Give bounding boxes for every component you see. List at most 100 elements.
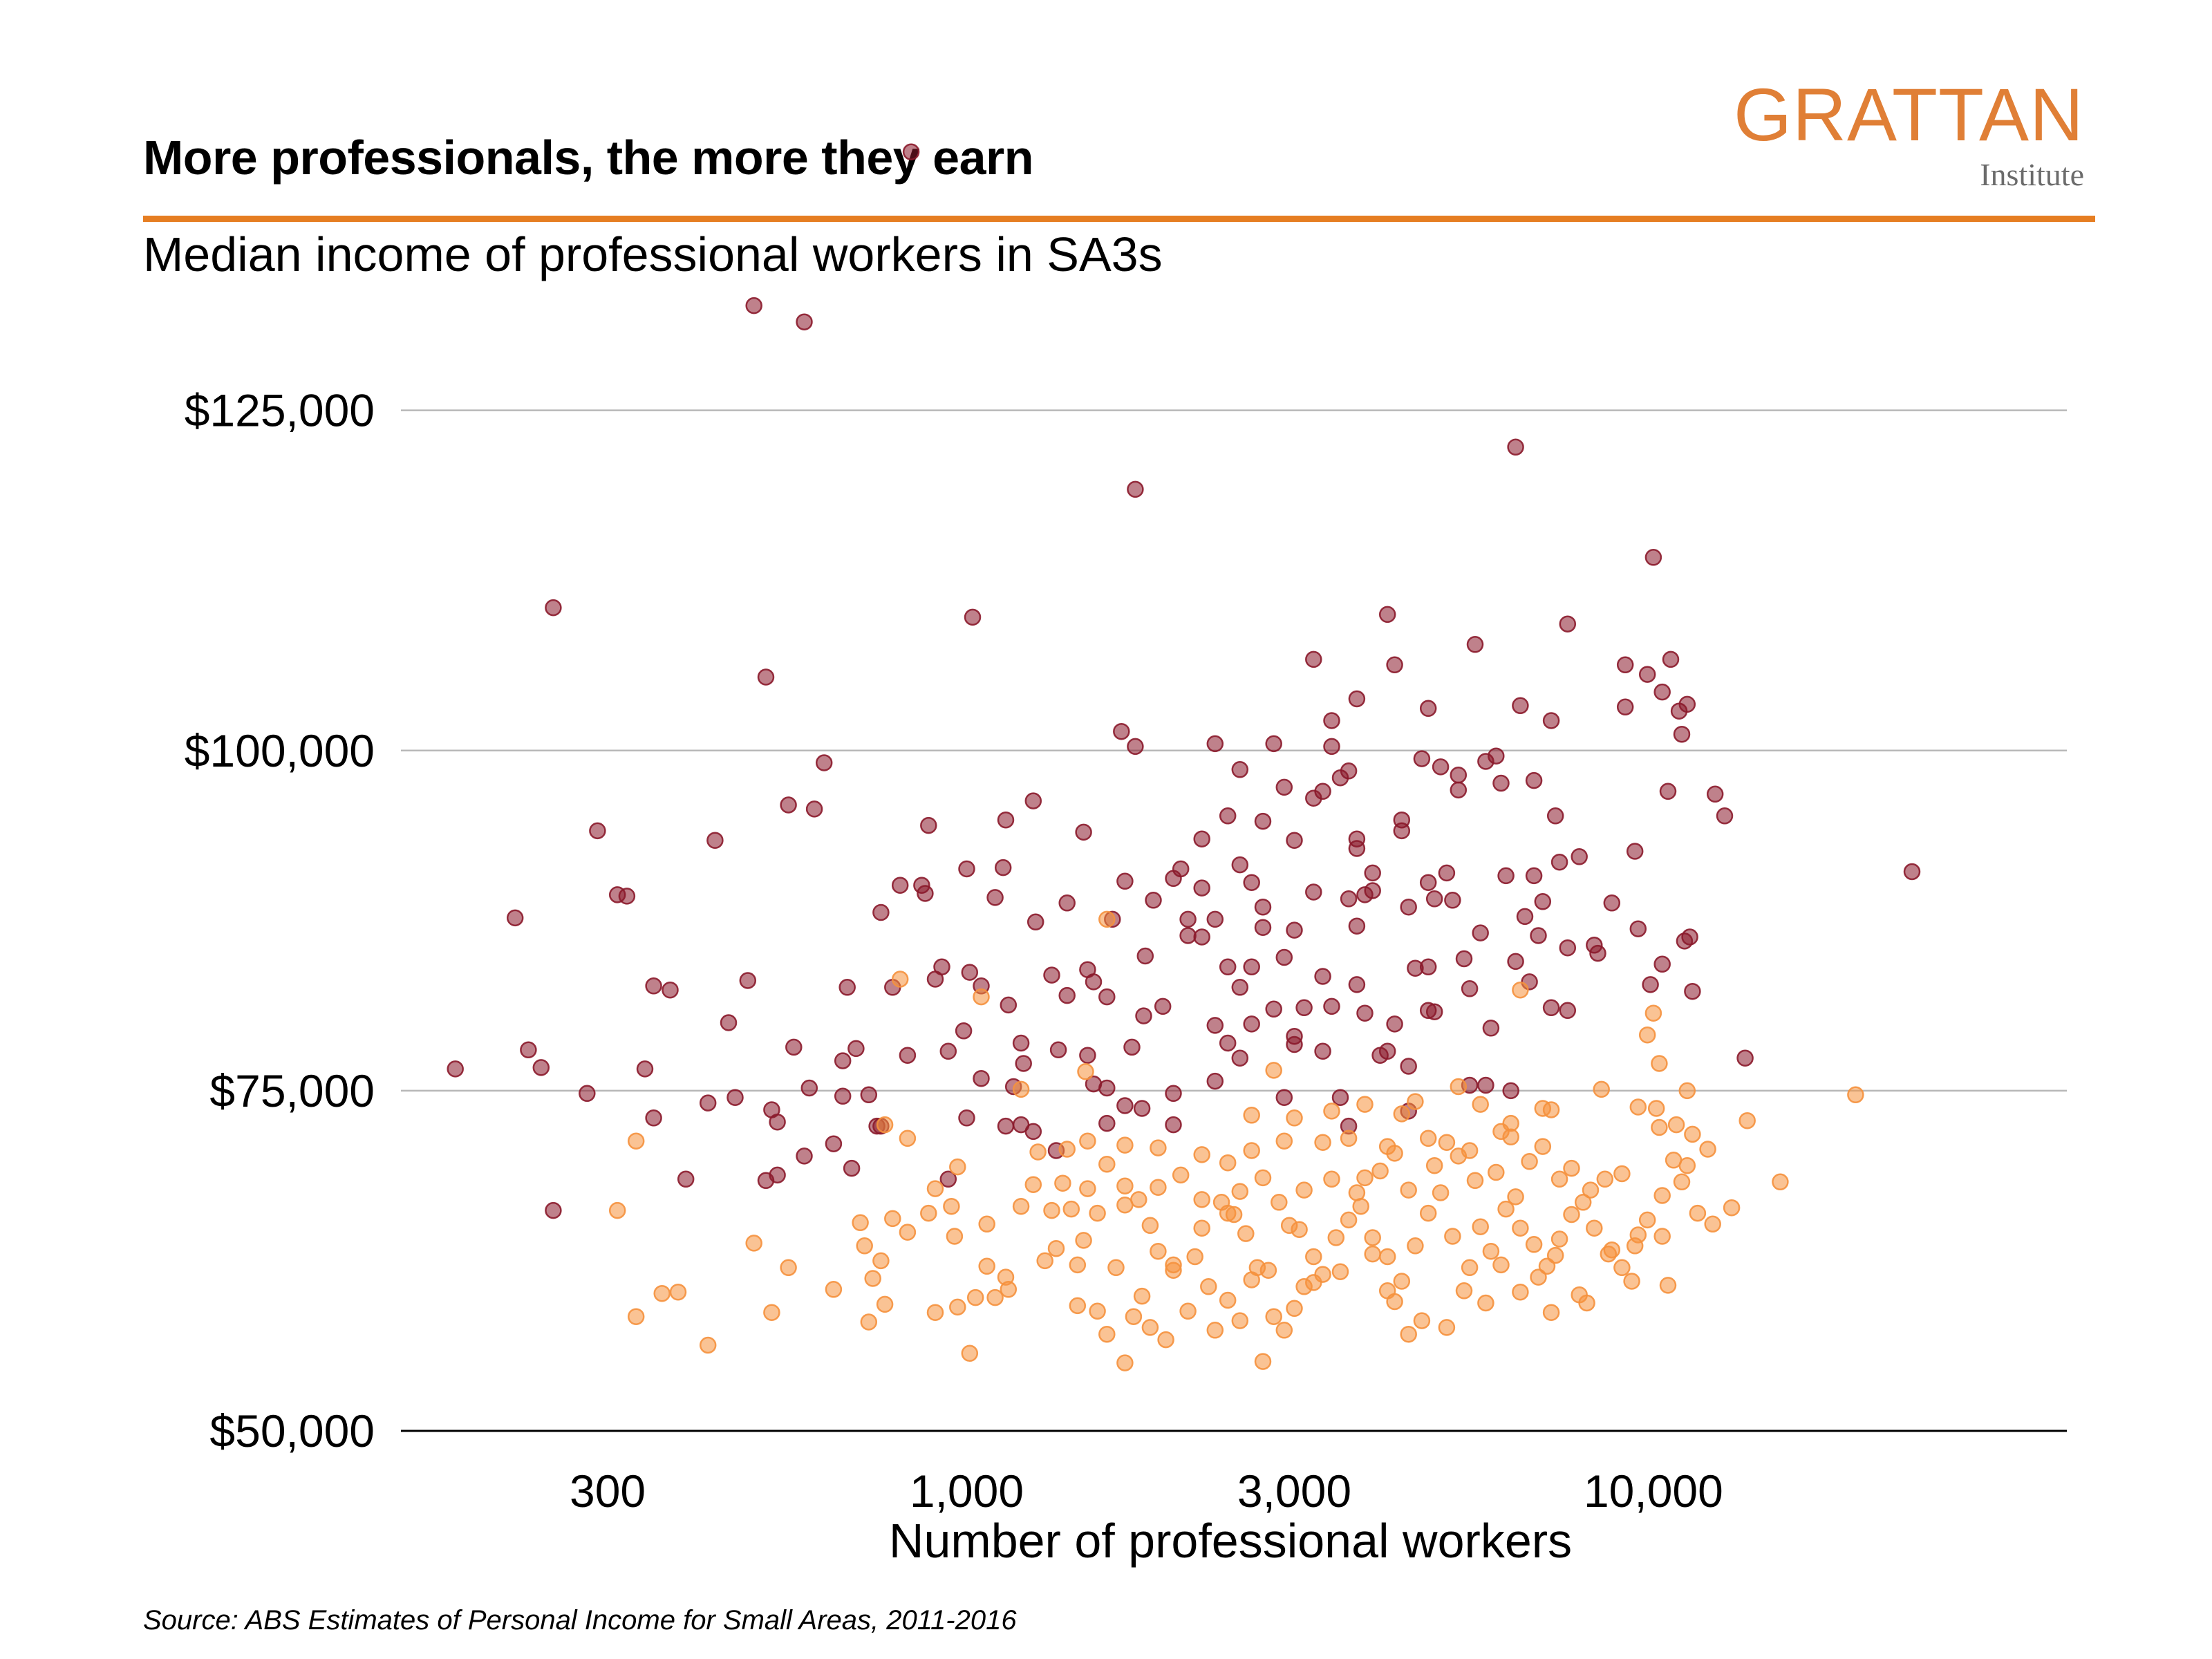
data-point-dark	[843, 1159, 861, 1177]
data-point-dark	[1477, 753, 1494, 770]
data-point-dark	[1254, 812, 1272, 830]
data-point-light	[699, 1336, 717, 1354]
data-point-dark	[955, 1022, 973, 1040]
data-point-dark	[1219, 807, 1237, 825]
data-point-light	[884, 1210, 901, 1228]
data-point-light	[627, 1308, 645, 1325]
data-point-light	[1265, 1308, 1282, 1325]
data-point-light	[745, 1235, 762, 1252]
data-point-light	[1413, 1312, 1431, 1329]
data-point-light	[978, 1215, 995, 1233]
data-point-dark	[727, 1089, 744, 1106]
data-point-light	[1466, 1172, 1484, 1190]
data-point-dark	[917, 885, 934, 902]
y-tick-label: $50,000	[209, 1405, 375, 1456]
data-point-light	[1678, 1156, 1696, 1174]
chart-subtitle: Median income of professional workers in…	[143, 227, 1163, 281]
data-point-light	[1047, 1239, 1065, 1257]
data-point-dark	[1653, 955, 1671, 973]
data-point-dark	[1589, 944, 1606, 962]
data-point-light	[1254, 1169, 1272, 1187]
data-point-dark	[1706, 785, 1724, 803]
data-point-dark	[958, 1109, 975, 1127]
data-point-light	[1133, 1287, 1151, 1305]
data-point-dark	[939, 1170, 957, 1188]
data-point-light	[1393, 1273, 1411, 1290]
data-point-dark	[1512, 697, 1529, 715]
data-point-light	[1116, 1136, 1134, 1154]
data-point-dark	[1323, 738, 1340, 756]
data-point-dark	[1179, 927, 1197, 944]
data-point-dark	[763, 1101, 780, 1118]
data-point-light	[1371, 1162, 1389, 1180]
data-point-light	[1723, 1199, 1741, 1217]
data-point-dark	[872, 903, 890, 921]
data-point-dark	[1024, 1123, 1042, 1141]
data-point-light	[899, 1224, 917, 1241]
data-point-light	[1219, 1154, 1237, 1172]
data-point-light	[1461, 1259, 1479, 1277]
data-point-dark	[1530, 927, 1547, 944]
data-point-dark	[847, 1040, 865, 1058]
data-point-dark	[1098, 1114, 1116, 1132]
data-point-dark	[1265, 1000, 1282, 1018]
y-tick-label: $125,000	[185, 385, 375, 436]
data-point-dark	[1400, 898, 1417, 916]
data-point-dark	[1653, 683, 1671, 701]
data-point-dark	[1231, 1049, 1249, 1067]
source-note: Source: ABS Estimates of Personal Income…	[143, 1605, 1017, 1635]
data-point-dark	[1043, 966, 1060, 984]
data-point-light	[1193, 1219, 1210, 1237]
data-point-dark	[1012, 1034, 1030, 1052]
data-point-dark	[1525, 867, 1543, 885]
data-point-light	[1075, 1232, 1092, 1249]
data-point-dark	[838, 979, 856, 996]
data-point-light	[627, 1132, 645, 1150]
x-axis-ticks: 300 1,000 3,000 10,000	[570, 1465, 1723, 1517]
data-point-light	[1472, 1096, 1489, 1113]
data-point-light	[780, 1259, 797, 1277]
data-point-dark	[1413, 750, 1431, 767]
data-point-light	[946, 1228, 964, 1245]
data-point-dark	[1219, 958, 1237, 976]
data-point-dark	[545, 1201, 562, 1219]
data-point-light	[1772, 1173, 1789, 1191]
data-point-dark	[1286, 921, 1303, 939]
data-point-light	[1116, 1177, 1134, 1194]
data-point-dark	[739, 972, 757, 989]
data-point-light	[1243, 1142, 1260, 1159]
grattan-logo: GRATTAN Institute	[1700, 77, 2084, 193]
data-point-light	[1243, 1271, 1260, 1288]
data-point-dark	[825, 1135, 843, 1152]
data-point-dark	[834, 1052, 852, 1069]
data-point-light	[876, 1116, 894, 1134]
data-point-dark	[1638, 666, 1656, 683]
data-point-light	[1237, 1225, 1255, 1242]
data-point-dark	[986, 889, 1004, 906]
data-point-dark	[1386, 656, 1403, 674]
data-point-light	[1024, 1176, 1042, 1193]
data-point-dark	[520, 1041, 537, 1059]
data-point-dark	[1123, 1038, 1141, 1056]
data-point-light	[1582, 1181, 1600, 1199]
data-point-dark	[1305, 789, 1322, 807]
data-point-dark	[1133, 1100, 1151, 1117]
logo-subtext: Institute	[1980, 157, 2084, 192]
data-point-light	[1098, 1325, 1116, 1343]
data-point-dark	[1684, 982, 1701, 1000]
data-point-light	[1077, 1063, 1094, 1080]
data-point-light	[1243, 1107, 1260, 1124]
data-point-light	[1461, 1142, 1479, 1159]
data-point-dark	[1716, 807, 1734, 825]
data-point-dark	[662, 981, 679, 999]
data-point-light	[1507, 1188, 1524, 1206]
data-point-dark	[1673, 725, 1691, 743]
data-point-light	[1069, 1297, 1087, 1315]
data-points	[447, 143, 1921, 1371]
data-point-light	[1525, 1236, 1543, 1253]
data-point-dark	[589, 822, 606, 840]
data-point-dark	[1472, 924, 1489, 941]
data-point-dark	[1295, 999, 1313, 1017]
data-point-light	[1521, 1153, 1538, 1170]
data-point-light	[1327, 1229, 1345, 1246]
